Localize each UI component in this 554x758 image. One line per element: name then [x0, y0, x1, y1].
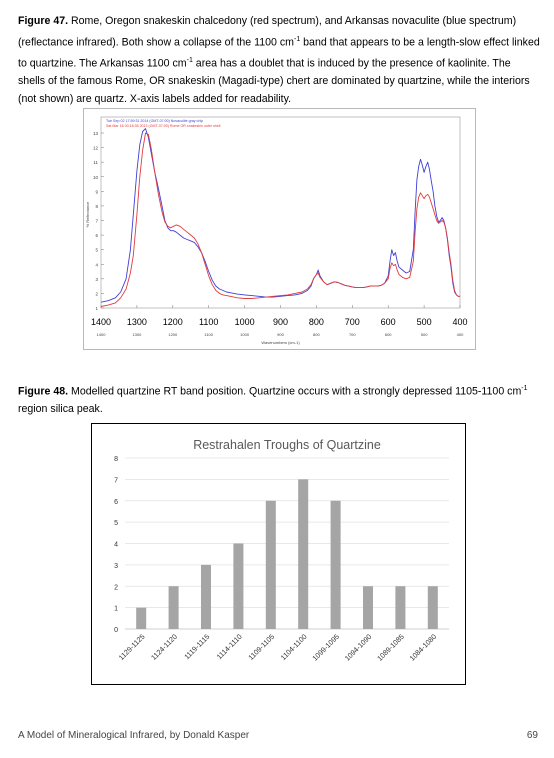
x-small-tick-label: 1200: [168, 332, 178, 337]
bar-chart-svg: Restrahalen Troughs of Quartzine 0 1 2 3 4 5 6 7…: [114, 438, 449, 663]
x-tick-label: 1099-1095: [310, 632, 341, 663]
x-small-tick-label: 800: [313, 332, 320, 337]
y-tick-label: 11: [93, 160, 98, 165]
x-small-tick-label: 400: [457, 332, 464, 337]
x-label-backdrop: [233, 316, 256, 327]
spectrum-line-blue: [100, 128, 460, 303]
y-tick-label: 6: [114, 499, 118, 506]
footer-book-title: A Model of Mineralogical Infrared, by Do…: [18, 730, 250, 741]
x-tick-label: 1200: [163, 317, 183, 327]
y-tick-label: 1: [114, 606, 118, 613]
bar-1114-1110: [233, 543, 244, 629]
x-tick-label: 1114-1110: [215, 632, 244, 661]
bar-1104-1100: [298, 479, 309, 629]
y-tick-label: 7: [95, 219, 98, 224]
x-tick-label: 700: [345, 317, 360, 327]
x-tick-label: 600: [381, 317, 396, 327]
x-small-tick-label: 1300: [132, 332, 142, 337]
x-tick-label: 1084-1080: [408, 632, 439, 663]
x-tick-label: 1124-1120: [149, 632, 179, 662]
bar-1129-1125: [136, 607, 147, 629]
y-tick-label: 1: [95, 306, 98, 311]
x-label-backdrop: [377, 316, 400, 327]
x-small-tick-label: 1400: [97, 332, 107, 337]
x-label-backdrop: [197, 316, 220, 327]
x-tick-label: 1109-1105: [246, 632, 276, 662]
y-tick-label: 0: [114, 627, 118, 634]
x-tick-label: 500: [417, 317, 432, 327]
bar-1089-1085: [395, 586, 406, 629]
x-label-backdrop: [269, 316, 292, 327]
bar-1094-1090: [363, 586, 373, 629]
x-label-backdrop: [413, 316, 436, 327]
figure-48-caption: Figure 48. Modelled quartzine RT band po…: [18, 385, 528, 416]
y-tick-label: 2: [95, 291, 98, 296]
figure-48-label: Figure 48.: [18, 385, 69, 398]
x-tick-label: 1094-1090: [343, 632, 374, 663]
x-small-tick-label: 500: [421, 332, 428, 337]
y-tick-label: 8: [114, 456, 118, 463]
x-small-tick-label: 900: [277, 332, 284, 337]
chart-title: Restrahalen Troughs of Quartzine: [193, 438, 381, 452]
y-tick-label: 4: [95, 262, 98, 267]
x-tick-label: 1300: [127, 317, 147, 327]
y-tick-label: 7: [114, 477, 118, 484]
bar-1109-1105: [265, 500, 276, 629]
x-small-tick-label: 700: [349, 332, 356, 337]
x-small-tick-label: 1100: [204, 332, 213, 337]
y-tick-label: 5: [114, 520, 118, 527]
x-label-backdrop: [161, 316, 184, 327]
y-tick-label: 3: [114, 563, 118, 570]
y-tick-label: 3: [95, 277, 98, 282]
x-label-backdrop: [305, 316, 328, 327]
y-tick-label: 2: [114, 584, 118, 591]
x-tick-label: 400: [452, 317, 467, 327]
legend-entry: Tue Sep 02 17:59:31 2014 (GMT-07:00) Nov…: [106, 119, 203, 123]
x-tick-label: 1104-1100: [279, 632, 309, 662]
x-tick-label: 900: [273, 317, 288, 327]
y-tick-label: 8: [95, 204, 98, 209]
plot-frame: [100, 116, 461, 309]
figure-48-bar-chart: Restrahalen Troughs of Quartzine 0 1 2 3 4 5 6 7…: [91, 423, 466, 685]
spectrum-line-red: [100, 132, 460, 307]
y-tick-label: 12: [93, 146, 99, 151]
bar-1124-1120: [168, 586, 179, 629]
y-tick-label: 10: [93, 175, 99, 180]
y-tick-label: 4: [114, 542, 118, 549]
x-small-tick-label: 600: [385, 332, 392, 337]
x-tick-label: 1400: [91, 317, 111, 327]
bar-1084-1080: [427, 586, 438, 629]
bar-1099-1095: [330, 500, 341, 629]
x-small-tick-label: 1000: [240, 332, 250, 337]
x-tick-label: 1100: [199, 317, 218, 327]
x-tick-label: 1129-1125: [117, 632, 147, 662]
y-tick-label: 13: [93, 131, 99, 136]
legend-entry: Sat Mar 16 00:18:35 2013 (GMT-07:00) Rom…: [106, 124, 221, 128]
x-axis-label: Wavenumbers (cm-1): [261, 340, 300, 345]
y-tick-label: 9: [95, 189, 98, 194]
x-label-backdrop: [90, 316, 112, 327]
x-label-backdrop: [125, 316, 148, 327]
y-axis-label: % Reflectance: [85, 201, 90, 228]
x-tick-label: 1119-1115: [182, 632, 211, 661]
x-tick-label: 800: [309, 317, 324, 327]
x-label-backdrop: [341, 316, 364, 327]
y-tick-label: 5: [95, 248, 98, 253]
figure-47-caption: Figure 47. Rome, Oregon snakeskin chalce…: [18, 15, 540, 106]
y-tick-label: 6: [95, 233, 98, 238]
page-number: 69: [526, 730, 538, 741]
bar-1119-1115: [201, 564, 211, 629]
figure-47-spectrum-chart: 1 2 3 4 5 6 7 8 9 10 11 12 13% Reflectance 1400 1300 12…: [83, 108, 476, 350]
x-tick-label: 1000: [235, 317, 255, 327]
x-label-backdrop: [449, 316, 471, 327]
x-tick-label: 1089-1085: [375, 632, 406, 663]
figure-47-label: Figure 47.: [18, 15, 69, 27]
